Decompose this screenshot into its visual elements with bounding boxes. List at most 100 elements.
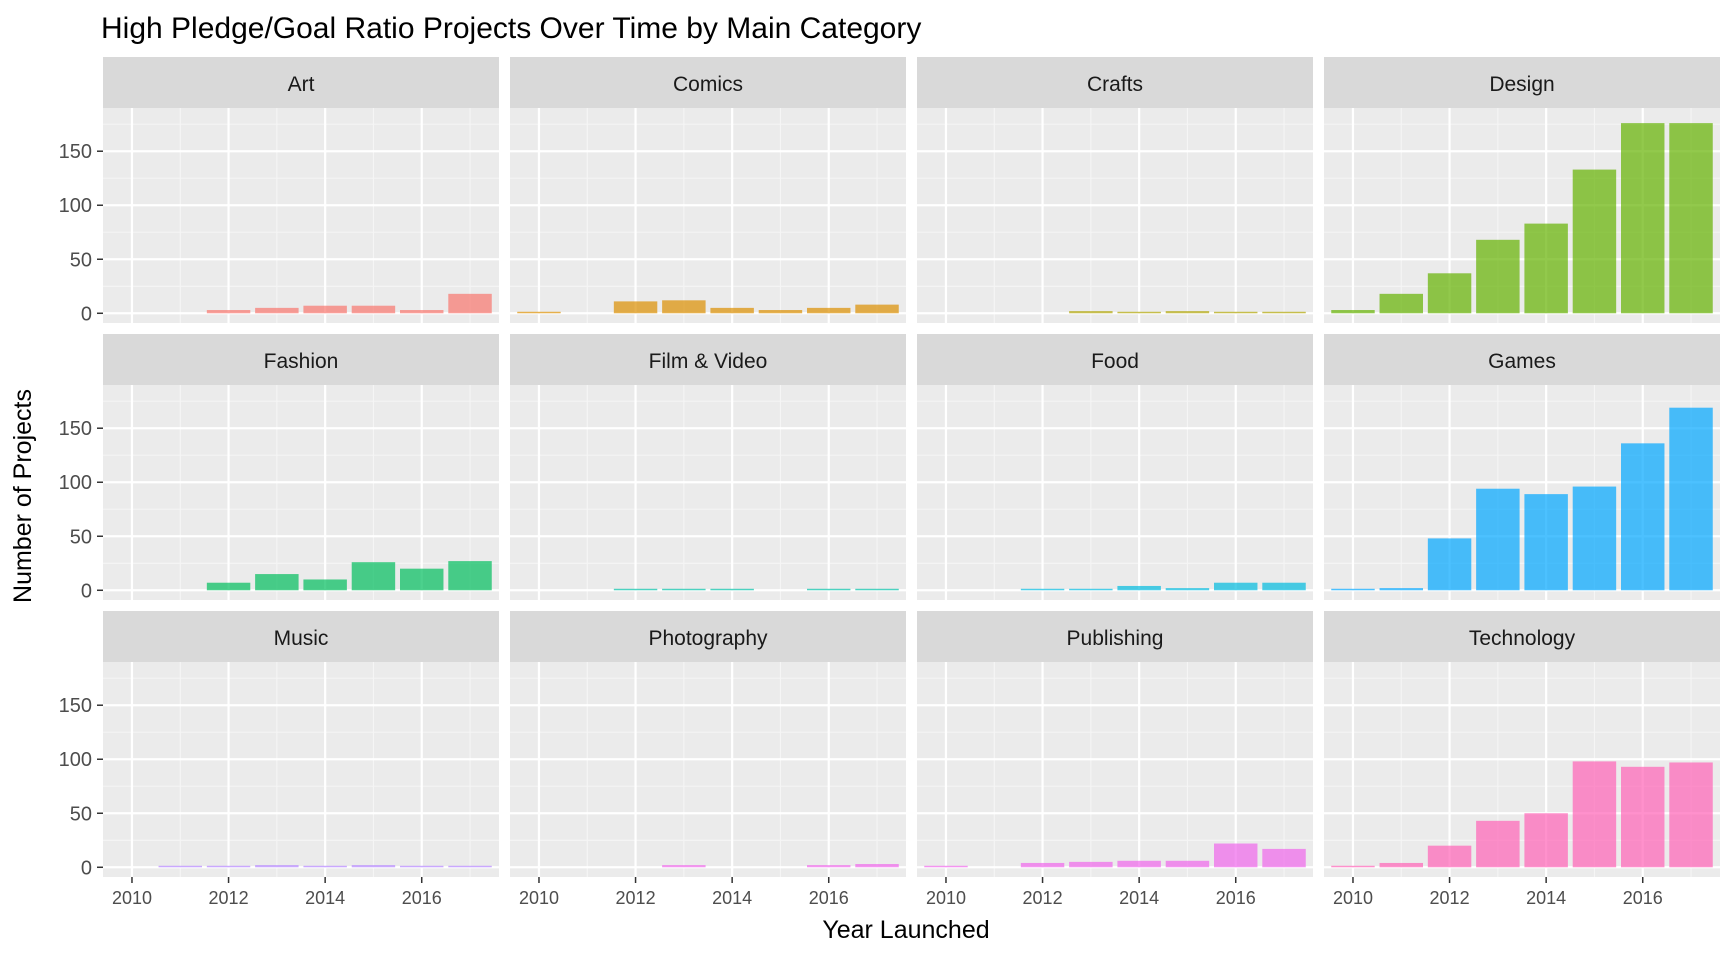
facet-strip <box>103 334 499 385</box>
facet-strip-label: Music <box>274 627 329 650</box>
bar <box>1214 843 1258 868</box>
facet-strip-label: Design <box>1489 73 1554 96</box>
facet-strip <box>917 57 1313 108</box>
x-tick-label: 2012 <box>616 888 656 908</box>
facet-strip <box>1324 611 1720 662</box>
facet-grid: Art 0 50 100 150 Comics Crafts Design Fashion 0 50… <box>59 57 1720 908</box>
facet-strip-label: Film & Video <box>649 350 768 373</box>
bar <box>1621 766 1665 868</box>
bar <box>448 561 492 591</box>
bar <box>807 588 851 591</box>
panel-background <box>917 662 1313 877</box>
y-tick-label: 100 <box>59 195 92 217</box>
bar <box>855 864 899 868</box>
panel-background <box>510 108 906 323</box>
bar <box>1572 486 1617 591</box>
x-tick-label: 2016 <box>402 888 442 908</box>
bar <box>1331 865 1375 868</box>
facet-strip-label: Art <box>288 73 315 96</box>
facet-strip-label: Fashion <box>264 350 339 373</box>
bar <box>662 300 706 314</box>
facet-art: Art 0 50 100 150 <box>59 57 499 325</box>
bar <box>710 307 754 314</box>
bar <box>1262 311 1306 314</box>
facet-strip <box>510 57 906 108</box>
facet-strip-label: Photography <box>648 627 768 650</box>
bar <box>1427 538 1472 591</box>
y-tick-label: 0 <box>81 303 92 325</box>
bar <box>351 562 396 591</box>
y-tick-label: 50 <box>70 249 92 271</box>
bar <box>1262 848 1306 868</box>
y-axis-label: Number of Projects <box>9 389 37 603</box>
bar <box>613 588 658 591</box>
x-tick-label: 2014 <box>1119 888 1159 908</box>
bar <box>206 582 251 591</box>
y-tick-label: 150 <box>59 141 92 163</box>
bar <box>448 865 492 868</box>
y-tick-label: 0 <box>81 857 92 879</box>
bar <box>517 311 561 314</box>
bar <box>1476 239 1520 314</box>
bar <box>303 865 347 868</box>
y-tick-label: 100 <box>59 472 92 494</box>
panel-background <box>510 662 906 877</box>
y-tick-label: 150 <box>59 695 92 717</box>
bar <box>855 304 899 314</box>
bar <box>1165 860 1210 868</box>
bar <box>303 305 347 314</box>
x-tick-label: 2014 <box>712 888 752 908</box>
bar <box>206 865 251 868</box>
y-tick-label: 100 <box>59 749 92 771</box>
bar <box>1669 123 1713 314</box>
bar <box>1476 820 1520 868</box>
bar <box>1621 443 1665 591</box>
x-tick-label: 2016 <box>1216 888 1256 908</box>
panel-background <box>510 385 906 600</box>
bar <box>1427 273 1472 314</box>
bar <box>662 588 706 591</box>
bar <box>1427 845 1472 868</box>
bar <box>1331 588 1375 591</box>
bar <box>351 305 396 314</box>
bar <box>1214 582 1258 591</box>
bar <box>1572 169 1617 314</box>
bar <box>1069 588 1113 591</box>
facet-food: Food <box>917 334 1313 600</box>
bar <box>1379 293 1423 314</box>
bar <box>1165 588 1210 591</box>
facet-strip <box>917 334 1313 385</box>
facet-publishing: Publishing 2010 2012 2014 2016 <box>917 611 1313 908</box>
y-tick-label: 0 <box>81 580 92 602</box>
bar <box>206 310 251 314</box>
y-tick-label: 50 <box>70 526 92 548</box>
panel-background <box>103 662 499 877</box>
bar <box>255 865 299 868</box>
bar <box>448 293 492 314</box>
bar <box>1476 488 1520 591</box>
facet-crafts: Crafts <box>917 57 1313 323</box>
bar <box>255 574 299 591</box>
facet-strip <box>103 57 499 108</box>
bar <box>1262 582 1306 591</box>
facet-strip-label: Comics <box>673 73 743 96</box>
bar <box>662 865 706 868</box>
facet-design: Design <box>1324 57 1720 323</box>
facet-strip-label: Publishing <box>1067 627 1164 650</box>
x-tick-label: 2010 <box>926 888 966 908</box>
bar <box>400 310 444 314</box>
bar <box>1669 407 1713 591</box>
x-tick-label: 2010 <box>519 888 559 908</box>
x-tick-label: 2016 <box>809 888 849 908</box>
facet-music: Music 0 50 100 150 2010 2012 2014 2016 <box>59 611 499 908</box>
bar <box>1379 588 1423 591</box>
facet-photography: Photography 2010 2012 2014 2016 <box>510 611 906 908</box>
bar <box>1165 311 1210 314</box>
facet-strip <box>103 611 499 662</box>
bar <box>807 307 851 314</box>
facet-strip <box>510 334 906 385</box>
bar <box>351 865 396 868</box>
bar <box>1069 861 1113 868</box>
facet-technology: Technology 2010 2012 2014 2016 <box>1324 611 1720 908</box>
